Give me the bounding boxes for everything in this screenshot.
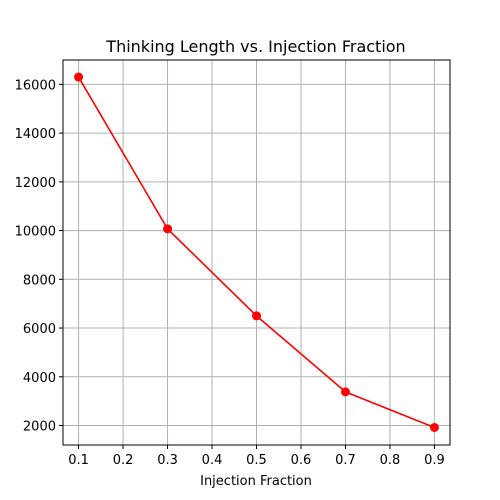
y-axis-ticks: 2000 4000 6000 8000 10000 12000 14000 16000: [15, 78, 63, 435]
y-tick-label: 12000: [15, 176, 56, 191]
grid: [63, 60, 450, 445]
y-tick-label: 6000: [23, 322, 56, 337]
y-tick-label: 2000: [23, 420, 56, 435]
data-point: [340, 387, 350, 397]
y-tick-label: 14000: [15, 127, 56, 142]
x-tick-label: 0.7: [335, 453, 356, 468]
x-tick-label: 0.8: [380, 453, 401, 468]
y-tick-label: 4000: [23, 371, 56, 386]
x-tick-label: 0.6: [291, 453, 312, 468]
data-point: [74, 72, 84, 82]
x-tick-label: 0.1: [68, 453, 89, 468]
y-tick-label: 8000: [23, 273, 56, 288]
series: [74, 72, 439, 432]
x-axis-label: Injection Fraction: [200, 474, 312, 489]
plot-frame: [62, 59, 451, 446]
data-point: [252, 311, 261, 321]
x-tick-label: 0.4: [202, 453, 223, 468]
chart-title: Thinking Length vs. Injection Fraction: [105, 37, 405, 56]
x-tick-label: 0.3: [157, 453, 178, 468]
x-axis-ticks: 0.1 0.2 0.3 0.4 0.5 0.6 0.7 0.8 0.9: [68, 445, 445, 468]
x-tick-label: 0.2: [113, 453, 134, 468]
x-tick-label: 0.5: [246, 453, 267, 468]
y-tick-label: 10000: [15, 225, 56, 240]
data-point: [163, 224, 173, 234]
data-point: [429, 422, 439, 432]
y-tick-label: 16000: [15, 78, 56, 93]
x-tick-label: 0.9: [424, 453, 445, 468]
